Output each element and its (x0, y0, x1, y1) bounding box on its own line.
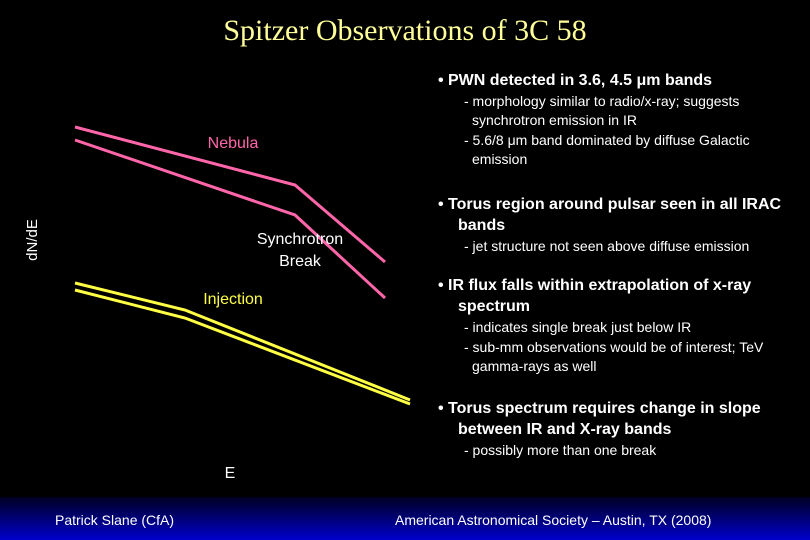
injection-curve (74, 288, 411, 406)
bullet-dot: • (438, 196, 444, 213)
sub-bullet: - morphology similar to radio/x-ray; sug… (464, 93, 740, 128)
nebula-curve (74, 125, 386, 264)
plot: dN/dE E Nebula Injection (24, 78, 411, 482)
injection-curve (74, 281, 411, 402)
title: Spitzer Observations of 3C 58 (223, 14, 587, 47)
bullet-text: PWN detected in 3.6, 4.5 μm bands (448, 72, 713, 89)
footer-left: Patrick Slane (CfA) (55, 512, 175, 528)
bullet: • PWN detected in 3.6, 4.5 μm bands - morp… (438, 70, 798, 169)
bullet: • Torus region around pulsar seen in all … (438, 194, 798, 256)
bullet: • IR flux falls within extrapolation of x… (438, 275, 798, 376)
bullet-dot: • (438, 72, 444, 89)
sub-bullet: - sub-mm observations would be of intere… (464, 339, 764, 374)
sub-bullet: - indicates single break just below IR (464, 319, 692, 335)
break-label: Synchrotron Break (256, 231, 344, 270)
x-axis-label: E (225, 465, 236, 482)
bullet-text: Torus spectrum requires change in slope … (448, 400, 761, 438)
sub-bullet: - 5.6/8 μm band dominated by diffuse Gal… (464, 132, 750, 167)
bullet-dot: • (438, 277, 444, 294)
bullet: • Torus spectrum requires change in slope… (438, 398, 798, 460)
y-axis-label: dN/dE (24, 219, 41, 261)
footer-right: American Astronomical Society – Austin, … (395, 512, 712, 528)
bullet-text: Torus region around pulsar seen in all I… (448, 196, 782, 234)
footer: Patrick Slane (CfA) American Astronomica… (0, 497, 810, 540)
sub-bullet: - jet structure not seen above diffuse e… (464, 238, 750, 254)
bullet-dot: • (438, 400, 444, 417)
bullet-text: IR flux falls within extrapolation of x-… (448, 277, 752, 315)
nebula-label: Nebula (208, 135, 259, 152)
nebula-curve (74, 138, 387, 300)
injection-label: Injection (203, 291, 263, 308)
sub-bullet: - possibly more than one break (464, 442, 657, 458)
